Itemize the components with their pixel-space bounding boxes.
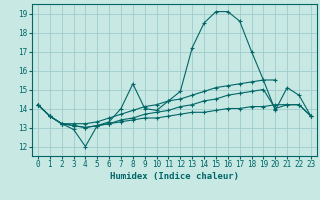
X-axis label: Humidex (Indice chaleur): Humidex (Indice chaleur) [110, 172, 239, 181]
